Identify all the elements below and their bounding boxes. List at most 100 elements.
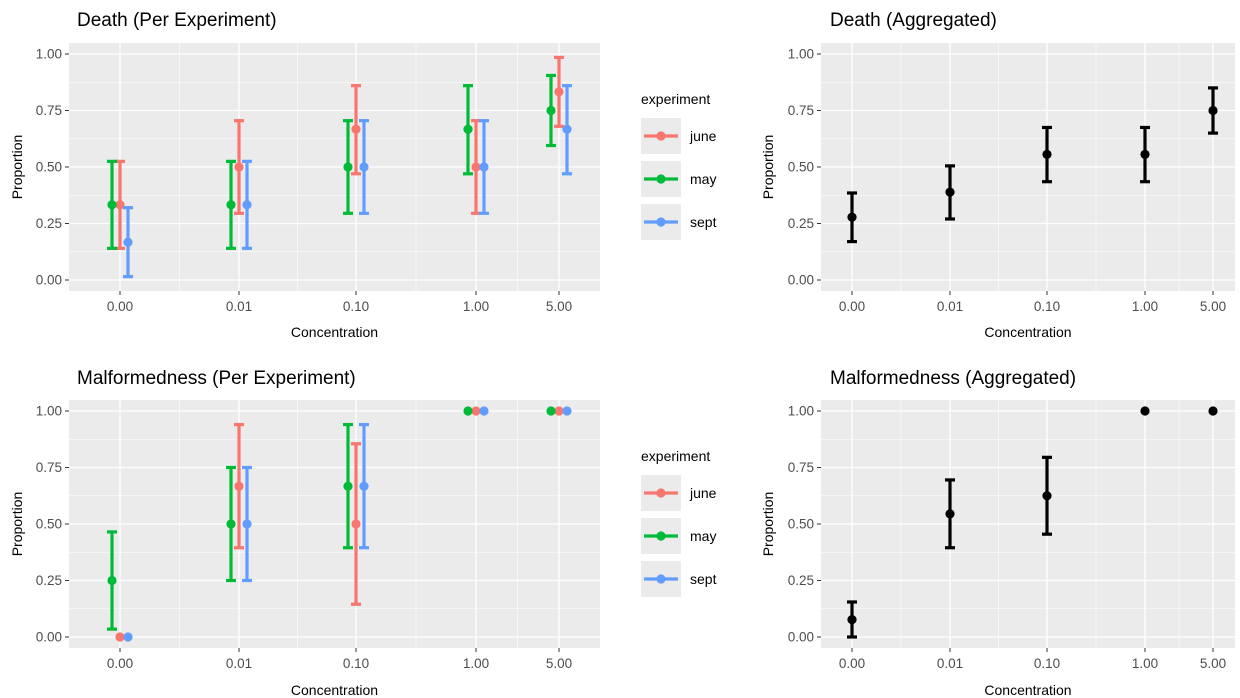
data-point (471, 162, 481, 172)
chart-panel-4: 0.00 0.25 0.50 0.75 1.00 0.00 0.01 0.10 1.00 5.00… (760, 368, 1235, 698)
series-sept (123, 406, 572, 642)
y-axis-label: Proportion (760, 135, 776, 200)
y-tick-label: 1.00 (36, 404, 62, 419)
series-aggregate (847, 406, 1218, 639)
y-tick-label: 0.25 (788, 216, 814, 231)
data-point (945, 187, 955, 197)
data-point (847, 614, 857, 625)
y-tick-label: 0.00 (788, 630, 814, 645)
chart-panel-2: 0.00 0.25 0.50 0.75 1.00 0.00 0.01 0.10 1.00 5.00… (760, 10, 1235, 340)
data-point (115, 200, 125, 210)
y-tick-label: 0.50 (36, 160, 62, 175)
y-tick-label: 0.00 (788, 273, 814, 288)
data-point (554, 406, 564, 416)
chart-title: Death (Aggregated) (830, 10, 997, 31)
y-tick-label: 0.00 (36, 273, 62, 288)
data-point (123, 632, 133, 642)
legend-label-may: may (690, 528, 716, 544)
data-point (115, 632, 125, 642)
series-sept (123, 84, 572, 279)
data-point (554, 87, 564, 97)
data-point (107, 200, 117, 210)
y-tick-label: 1.00 (788, 404, 814, 419)
y-tick-label: 0.25 (36, 216, 62, 231)
legend-label-june: june (689, 128, 717, 144)
legend: experiment june may sept (641, 448, 717, 597)
data-point (359, 162, 369, 172)
legend-title: experiment (641, 91, 710, 107)
data-point (945, 509, 955, 519)
data-point (1208, 105, 1218, 116)
y-tick-label: 0.50 (788, 160, 814, 175)
data-point (1140, 406, 1150, 416)
x-tick-label: 0.00 (839, 299, 865, 314)
x-tick-label: 0.01 (226, 656, 252, 671)
y-axis-label: Proportion (9, 492, 25, 557)
data-point (234, 162, 244, 172)
y-tick-label: 1.00 (788, 47, 814, 62)
x-tick-label: 5.00 (1200, 656, 1226, 671)
x-tick-label: 0.10 (1034, 656, 1060, 671)
x-tick-label: 0.00 (839, 656, 865, 671)
y-tick-label: 0.75 (36, 460, 62, 475)
series-may (107, 73, 556, 250)
legend-key-point (656, 174, 666, 184)
legend-label-sept: sept (690, 214, 717, 230)
series-may (107, 406, 556, 631)
chart-panel-3: 0.00 0.25 0.50 0.75 1.00 0.00 0.01 0.10 1.00 5.00… (9, 368, 717, 698)
data-point (546, 105, 556, 116)
data-point (123, 237, 133, 247)
y-axis-label: Proportion (9, 135, 25, 200)
legend-label-may: may (690, 171, 716, 187)
legend-label-june: june (689, 485, 717, 501)
y-tick-label: 0.75 (788, 103, 814, 118)
legend-key-point (656, 574, 666, 584)
series-aggregate (847, 86, 1218, 244)
x-tick-label: 0.01 (226, 299, 252, 314)
data-point (847, 212, 857, 222)
y-axis-label: Proportion (760, 492, 776, 557)
series-june (115, 406, 564, 642)
y-tick-label: 1.00 (36, 47, 62, 62)
x-axis-label: Concentration (984, 324, 1071, 340)
data-point (343, 481, 353, 491)
data-point (359, 481, 369, 491)
data-point (562, 124, 572, 134)
y-tick-label: 0.75 (36, 103, 62, 118)
x-axis-label: Concentration (984, 682, 1071, 698)
data-point (479, 162, 489, 172)
x-axis-label: Concentration (291, 682, 378, 698)
data-point (234, 481, 244, 491)
data-point (479, 406, 489, 416)
x-tick-label: 1.00 (1132, 656, 1158, 671)
chart-title: Malformedness (Per Experiment) (77, 368, 356, 389)
chart-panel-1: 0.00 0.25 0.50 0.75 1.00 0.00 0.01 0.10 1.00 5.00… (9, 10, 717, 340)
x-tick-label: 0.00 (107, 299, 133, 314)
x-tick-label: 0.01 (937, 656, 963, 671)
y-tick-label: 0.25 (36, 573, 62, 588)
x-tick-label: 5.00 (1200, 299, 1226, 314)
x-tick-label: 0.10 (343, 656, 369, 671)
legend: experiment june may sept (641, 91, 717, 240)
data-point (471, 406, 481, 416)
legend-key-point (656, 488, 666, 498)
legend-key-point (656, 131, 666, 141)
y-tick-label: 0.50 (788, 517, 814, 532)
x-tick-label: 1.00 (463, 299, 489, 314)
data-point (1042, 149, 1052, 159)
data-point (546, 406, 556, 416)
data-point (351, 124, 361, 134)
y-tick-label: 0.00 (36, 630, 62, 645)
legend-title: experiment (641, 448, 710, 464)
data-point (226, 200, 236, 210)
x-tick-label: 0.00 (107, 656, 133, 671)
data-point (242, 200, 252, 210)
data-point (343, 162, 353, 172)
legend-key-point (656, 217, 666, 227)
data-point (1140, 149, 1150, 159)
data-point (562, 406, 572, 416)
x-tick-label: 0.01 (937, 299, 963, 314)
chart-title: Death (Per Experiment) (77, 10, 277, 31)
x-tick-label: 5.00 (546, 299, 572, 314)
